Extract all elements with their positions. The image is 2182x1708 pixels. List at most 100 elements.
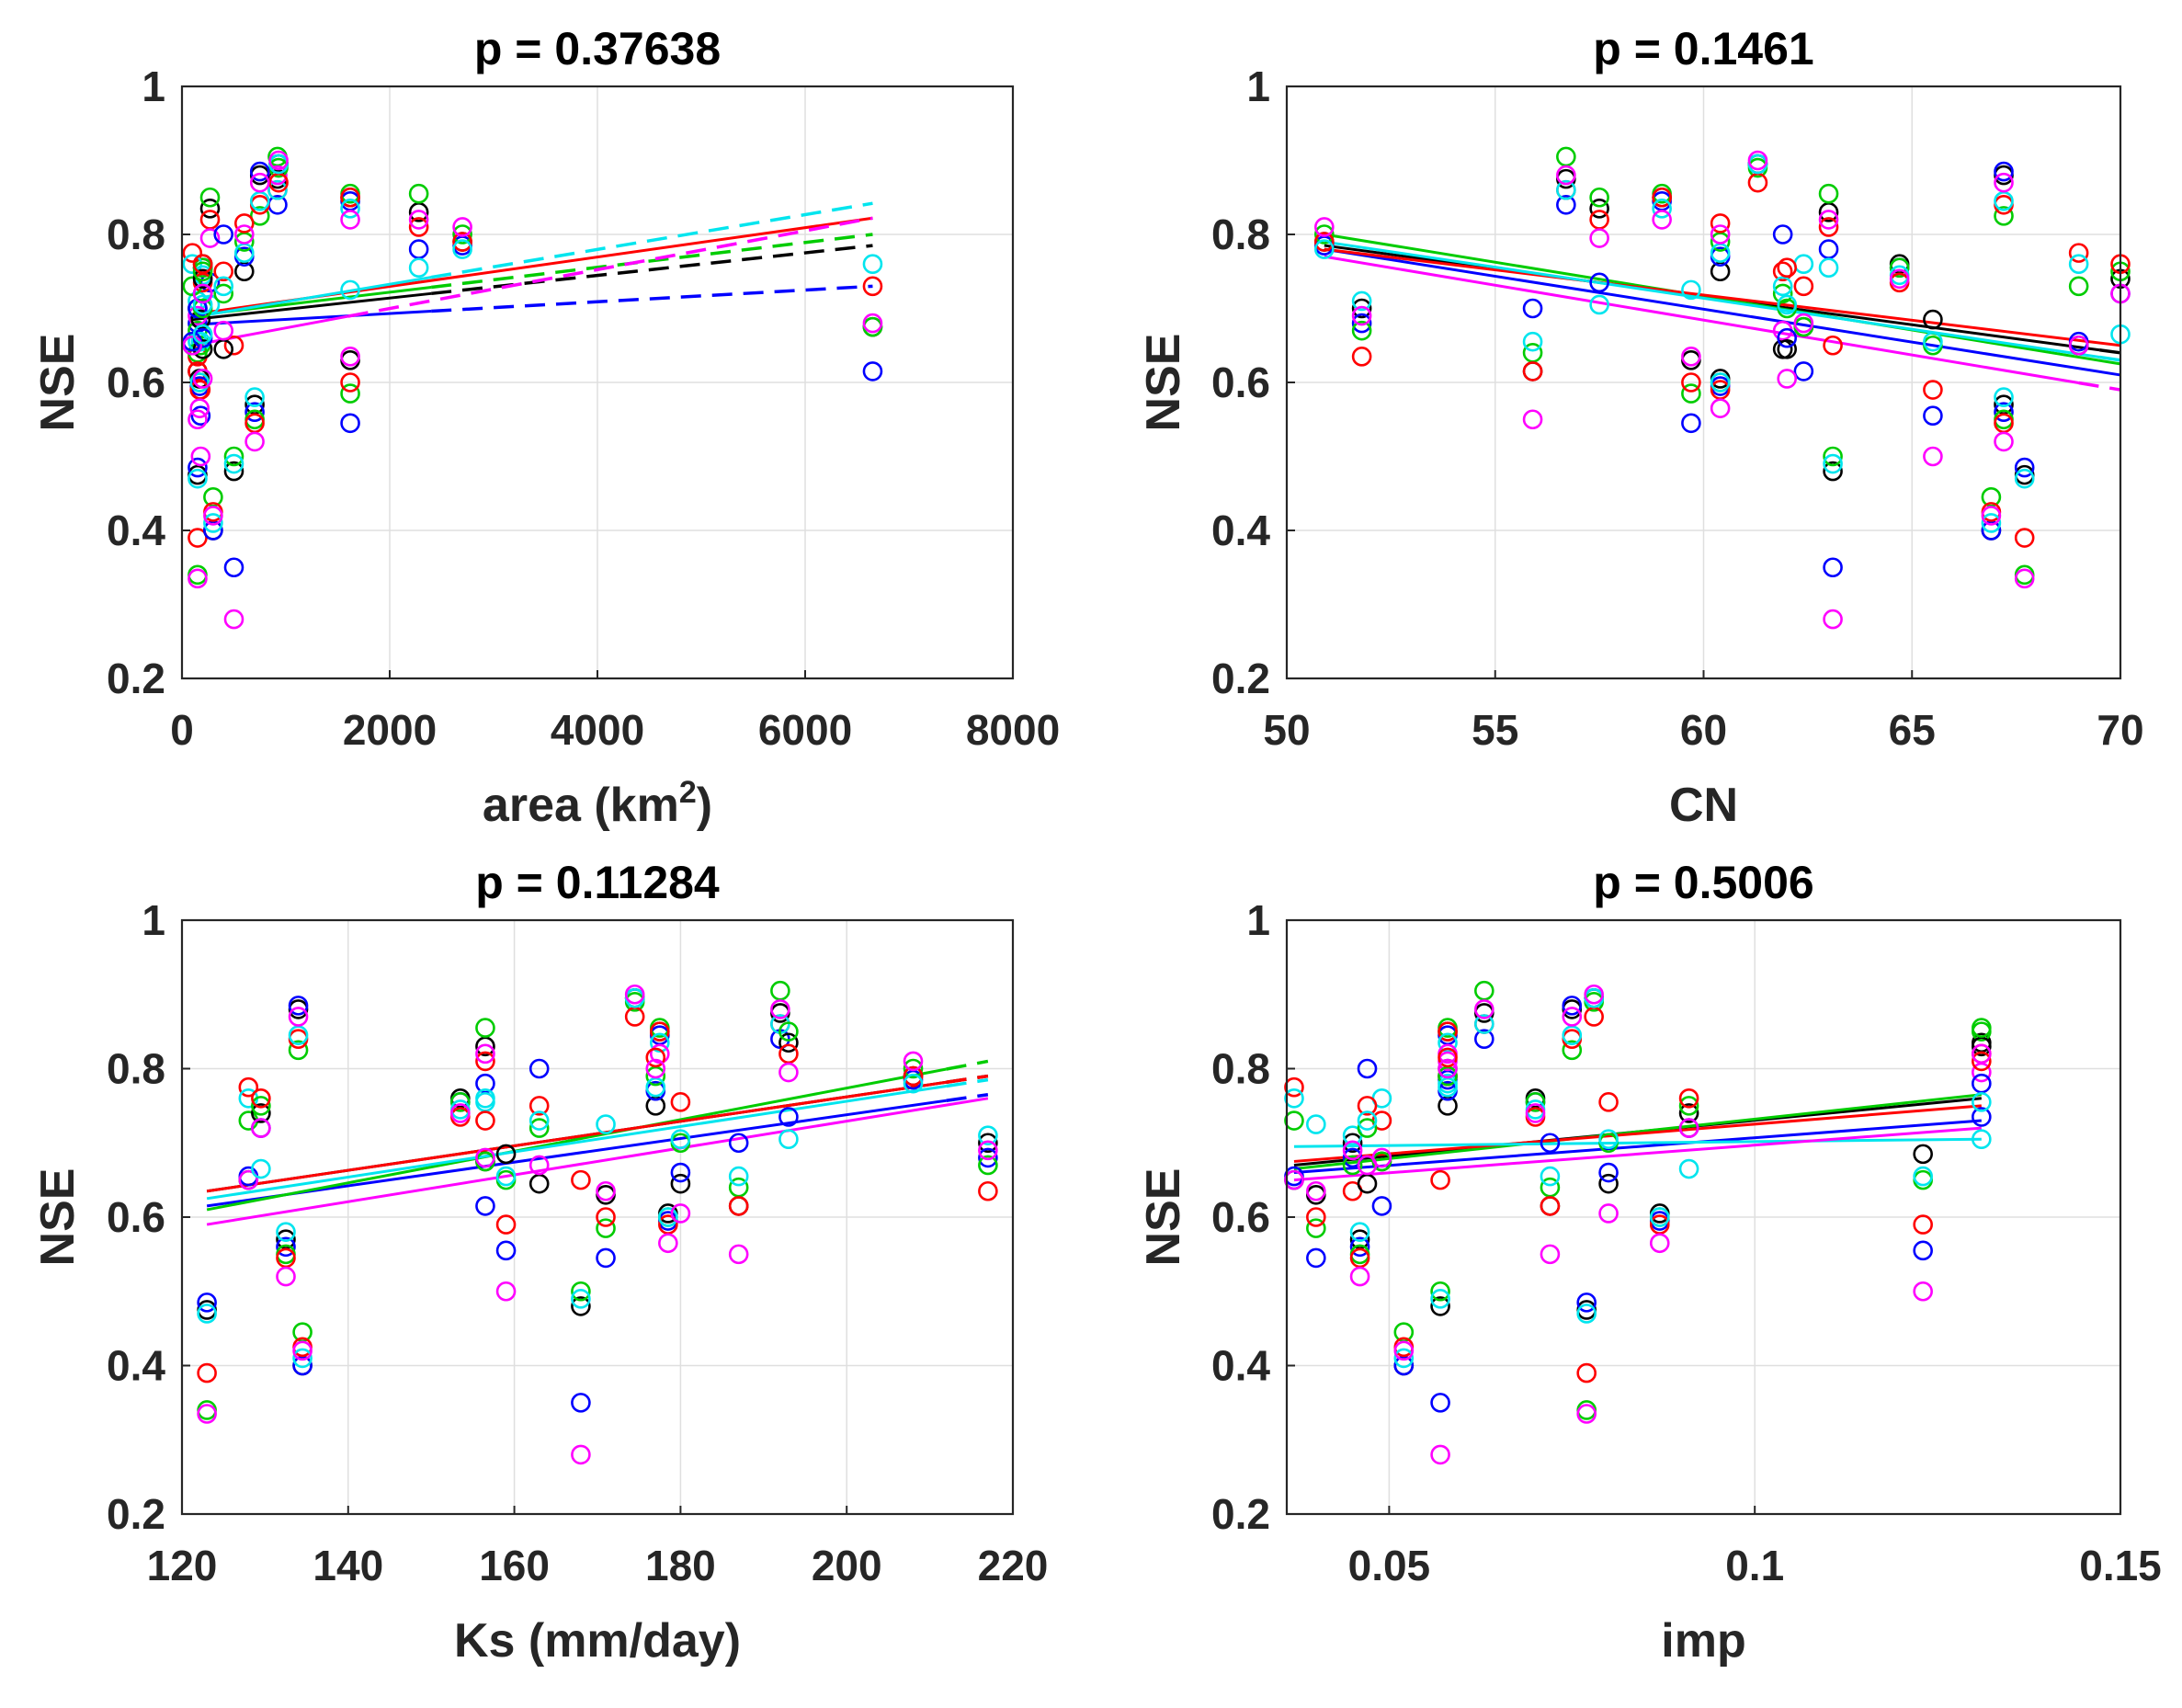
data-point-m (408, 210, 429, 230)
data-point-m (624, 984, 645, 1005)
x-tick-label: 120 (147, 1542, 218, 1589)
subplot-CN: 50 55 60 65 70 0.2 0.4 0.6 0.8 1 p = 0.1461 CN NSE (1137, 23, 2144, 832)
fit-line-extension-b (946, 1093, 989, 1102)
data-point-m (1710, 224, 1731, 245)
data-point-m (1576, 1404, 1597, 1424)
data-point-b (670, 1162, 691, 1183)
data-point-r (452, 232, 472, 252)
data-point-r (251, 1088, 271, 1109)
data-point-g (1430, 1281, 1450, 1302)
data-point-k (1678, 1103, 1699, 1123)
data-point-c (213, 276, 233, 297)
fit-line-extension-m (2078, 381, 2121, 392)
y-tick-label: 1 (1246, 63, 1270, 110)
data-point-g (1772, 283, 1793, 304)
data-point-r (2014, 528, 2035, 548)
data-point-c (1540, 1166, 1561, 1187)
data-point-g (978, 1155, 998, 1176)
data-point-b (1913, 1240, 1933, 1261)
data-point-b (1681, 413, 1701, 434)
data-point-m (770, 999, 790, 1019)
fit-line-m (192, 314, 349, 347)
data-point-b (528, 1058, 550, 1079)
fit-line-g (1293, 1093, 1982, 1171)
data-point-m (1678, 1118, 1699, 1138)
data-point-m (1818, 210, 1839, 230)
data-point-g (1351, 320, 1372, 341)
data-point-m (249, 172, 270, 193)
y-tick-label: 0.4 (107, 1342, 165, 1390)
data-point-r (197, 1362, 217, 1383)
data-point-r (223, 335, 244, 356)
data-point-c (1598, 1129, 1619, 1150)
data-point-c (1777, 294, 1797, 315)
data-point-g (1994, 206, 2014, 226)
fit-line-b (1293, 1119, 1982, 1175)
data-point-m (1438, 1058, 1458, 1079)
data-point-g (192, 261, 213, 282)
data-point-c (223, 453, 244, 474)
y-tick-label: 0.6 (107, 1193, 165, 1241)
y-axis-label: NSE (1137, 334, 1190, 432)
data-point-b (197, 1292, 217, 1313)
data-point-b (1972, 1107, 1992, 1127)
data-point-k (1777, 338, 1797, 359)
data-point-k (223, 461, 244, 482)
data-point-k (1430, 1296, 1450, 1316)
fit-line-r (206, 1080, 947, 1193)
data-point-r (596, 1207, 616, 1227)
data-point-k (670, 1173, 691, 1194)
x-tick-label: 220 (978, 1542, 1049, 1589)
data-point-c (276, 1222, 296, 1242)
data-point-b (1349, 1236, 1370, 1258)
data-point-b (1598, 1162, 1619, 1183)
data-point-m (1284, 1169, 1304, 1190)
data-point-c (292, 1348, 313, 1369)
x-tick-label: 160 (479, 1542, 550, 1589)
data-point-m (1981, 506, 2002, 526)
data-point-g (2068, 276, 2089, 297)
y-tick-label: 0.6 (107, 359, 165, 406)
data-point-r (728, 1196, 749, 1216)
data-point-g (340, 383, 360, 404)
data-point-b (244, 402, 265, 423)
data-point-c (495, 1166, 517, 1187)
data-point-c (1393, 1348, 1415, 1369)
fit-line-extension-g (430, 233, 873, 290)
data-point-g (1678, 1096, 1699, 1116)
data-point-c (1556, 179, 1576, 200)
data-point-m (862, 313, 883, 334)
fit-line-b (206, 1099, 947, 1208)
data-point-g (1823, 446, 1843, 467)
data-point-m (1823, 609, 1843, 630)
data-point-m (728, 1244, 749, 1265)
data-point-m (1357, 1155, 1378, 1176)
data-point-m (528, 1155, 550, 1176)
data-point-m (2068, 335, 2089, 356)
data-point-c (475, 1088, 495, 1109)
y-tick-label: 0.4 (1211, 1342, 1270, 1390)
x-axis-label: Ks (mm/day) (454, 1614, 741, 1668)
data-point-m (1793, 313, 1814, 334)
data-point-m (188, 409, 208, 430)
fit-line-r (1293, 1104, 1982, 1163)
data-point-c (862, 254, 883, 275)
data-point-m (203, 506, 223, 526)
data-point-r (408, 217, 429, 237)
data-point-c (1314, 239, 1335, 259)
data-point-r (182, 243, 203, 263)
data-point-k (1923, 309, 1943, 330)
data-point-c (1923, 331, 1943, 352)
data-point-c (596, 1114, 616, 1134)
data-point-k (978, 1133, 998, 1154)
data-point-b (288, 996, 309, 1016)
fit-line-extension-c (2099, 355, 2121, 362)
data-point-c (340, 279, 360, 301)
data-point-m (233, 224, 255, 245)
data-point-c (571, 1289, 591, 1309)
x-tick-label: 50 (1263, 706, 1310, 754)
data-point-b (1540, 1133, 1561, 1154)
y-tick-label: 0.8 (107, 211, 165, 258)
data-point-b (276, 1236, 296, 1258)
data-point-r (1681, 372, 1701, 393)
